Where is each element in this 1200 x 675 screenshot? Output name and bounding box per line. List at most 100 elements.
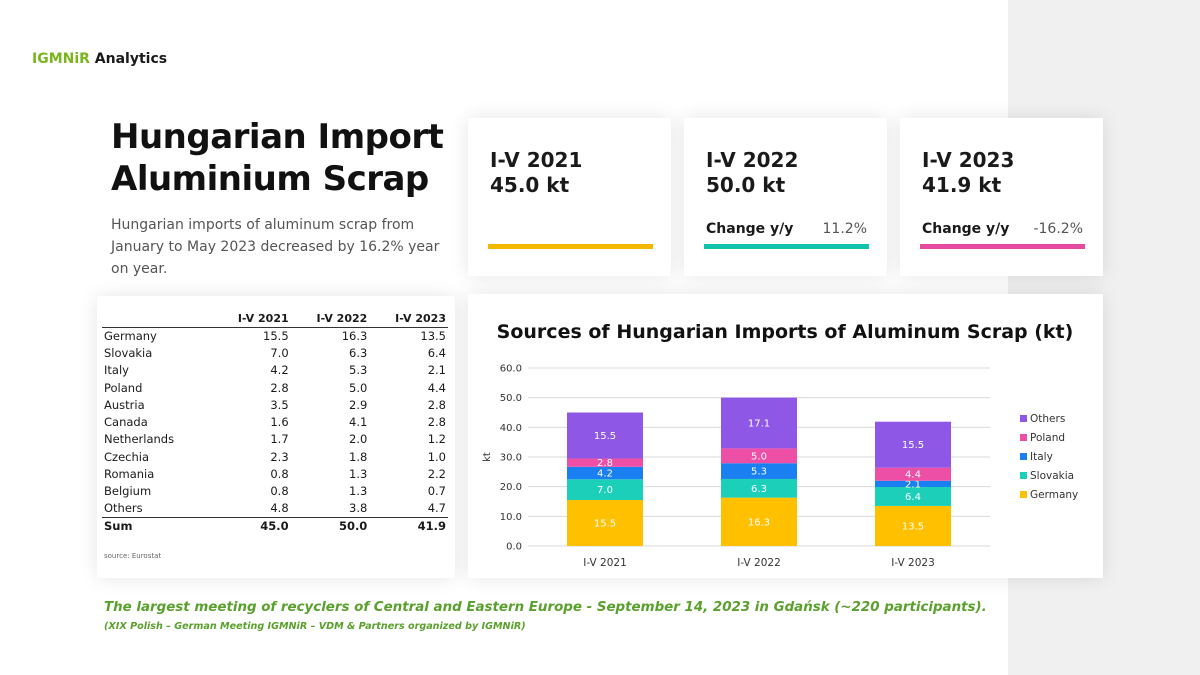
table-value-cell: 15.5 — [263, 328, 289, 343]
table-value-cell: 4.4 — [427, 380, 446, 395]
bar-data-label: 2.8 — [597, 458, 613, 469]
x-tick-label: I-V 2021 — [583, 557, 627, 569]
table-value-cell: 4.2 — [270, 363, 289, 378]
y-tick-label: 20.0 — [500, 482, 522, 493]
legend-swatch — [1020, 491, 1027, 498]
table-value-cell: 2.0 — [349, 432, 368, 447]
bar-data-label: 17.1 — [748, 419, 770, 430]
bar-segment — [875, 486, 951, 506]
bar-segment — [721, 397, 797, 449]
bar-data-label: 7.0 — [597, 485, 613, 496]
table-value-cell: 2.9 — [349, 397, 368, 412]
chart-title: Sources of Hungarian Imports of Aluminum… — [497, 321, 1074, 343]
table-value-cell: 1.8 — [349, 449, 368, 464]
table-value-cell: 3.8 — [349, 501, 368, 516]
table-country-cell: Romania — [104, 467, 155, 482]
table-row: Romania 0.8 1.3 2.2 — [102, 465, 448, 482]
brand-accent: IGMNiR — [32, 51, 90, 67]
table-row: Austria 3.5 2.9 2.8 — [102, 396, 448, 413]
table-country-cell: Sum — [102, 516, 212, 535]
kpi-change-value: -16.2% — [1033, 221, 1083, 237]
table-value-cell: 1.3 — [349, 484, 368, 499]
bar-data-label: 15.5 — [594, 519, 616, 530]
bar-segment — [567, 458, 643, 467]
bar-data-label: 15.5 — [594, 431, 616, 442]
bar-data-label: 4.4 — [905, 470, 921, 481]
bar-segment — [875, 467, 951, 481]
y-tick-label: 50.0 — [500, 393, 522, 404]
table-country-cell: Belgium — [104, 484, 152, 499]
kpi-period: I-V 2021 — [490, 148, 583, 172]
kpi-card-2021: I-V 2021 45.0 kt — [468, 118, 671, 276]
table-country-cell: Slovakia — [104, 345, 153, 360]
footer-organizer-line: (XIX Polish – German Meeting IGMNiR – VD… — [104, 621, 526, 632]
bar-data-label: 2.1 — [905, 479, 921, 490]
table-row: Canada 1.6 4.1 2.8 — [102, 413, 448, 430]
bar-data-label: 13.5 — [902, 521, 924, 532]
table-row: Poland 2.8 5.0 4.4 — [102, 379, 448, 396]
bar-data-label: 6.4 — [905, 492, 921, 503]
bar-data-label: 5.3 — [751, 467, 767, 478]
import-table: I-V 2021 I-V 2022 I-V 2023 Germany 15.5 16… — [102, 312, 448, 535]
kpi-accent-bar — [920, 244, 1085, 249]
kpi-value: 41.9 kt — [922, 173, 1002, 197]
page-title: Hungarian Import Aluminium Scrap — [111, 117, 444, 199]
table-value-cell: 6.3 — [349, 345, 368, 360]
kpi-value: 50.0 kt — [706, 173, 786, 197]
table-value-cell: 41.9 — [369, 516, 448, 535]
table-value-cell: 0.8 — [270, 484, 289, 499]
legend-label: Slovakia — [1030, 470, 1074, 482]
kpi-period: I-V 2023 — [922, 148, 1015, 172]
table-country-cell: Netherlands — [104, 432, 175, 447]
legend-label: Germany — [1030, 489, 1078, 501]
kpi-card-2023: I-V 2023 41.9 kt Change y/y -16.2% — [900, 118, 1103, 276]
table-value-cell: 3.5 — [270, 397, 289, 412]
table-row: Netherlands 1.7 2.0 1.2 — [102, 431, 448, 448]
table-header: I-V 2022 — [290, 312, 370, 328]
bar-segment — [567, 412, 643, 459]
table-value-cell: 16.3 — [341, 328, 368, 343]
bar-data-label: 4.2 — [597, 469, 613, 480]
table-value-cell: 1.0 — [427, 449, 446, 464]
table-value-cell: 2.2 — [427, 467, 446, 482]
table-value-cell: 7.0 — [270, 345, 289, 360]
bar-segment — [567, 466, 643, 480]
table-header-row: I-V 2021 I-V 2022 I-V 2023 — [102, 312, 448, 328]
table-value-cell: 6.4 — [427, 345, 446, 360]
table-header: I-V 2021 — [212, 312, 291, 328]
bar-data-label: 6.3 — [751, 484, 767, 495]
table-header — [102, 312, 212, 328]
table-value-cell: 1.2 — [427, 432, 446, 447]
table-value-cell: 45.0 — [212, 516, 291, 535]
bar-segment — [567, 479, 643, 501]
kpi-value: 45.0 kt — [490, 173, 570, 197]
bar-segment — [875, 480, 951, 487]
footer-event-line: The largest meeting of recyclers of Cent… — [104, 600, 987, 615]
legend-swatch — [1020, 434, 1027, 441]
table-value-cell: 5.0 — [349, 380, 368, 395]
brand-logo: IGMNiR Analytics — [32, 51, 167, 67]
brand-rest: Analytics — [89, 51, 168, 67]
kpi-card-2022: I-V 2022 50.0 kt Change y/y 11.2% — [684, 118, 887, 276]
legend-label: Poland — [1030, 432, 1065, 444]
table-value-cell: 2.3 — [270, 449, 289, 464]
bar-segment — [875, 421, 951, 468]
table-row: Others 4.8 3.8 4.7 — [102, 500, 448, 517]
table-header: I-V 2023 — [369, 312, 448, 328]
x-tick-label: I-V 2023 — [891, 557, 935, 569]
table-value-cell: 1.7 — [270, 432, 289, 447]
table-value-cell: 1.3 — [349, 467, 368, 482]
table-country-cell: Canada — [104, 415, 148, 430]
bar-data-label: 5.0 — [751, 451, 767, 462]
y-axis-label: kt — [482, 452, 493, 462]
y-tick-label: 30.0 — [500, 453, 522, 464]
table-row: Czechia 2.3 1.8 1.0 — [102, 448, 448, 465]
table-source: source: Eurostat — [104, 552, 162, 560]
kpi-accent-bar — [488, 244, 653, 249]
bar-segment — [567, 500, 643, 546]
bar-segment — [721, 448, 797, 464]
chart-card: Sources of Hungarian Imports of Aluminum… — [468, 294, 1103, 578]
table-row: Slovakia 7.0 6.3 6.4 — [102, 344, 448, 361]
legend-swatch — [1020, 415, 1027, 422]
y-tick-label: 10.0 — [500, 512, 522, 523]
